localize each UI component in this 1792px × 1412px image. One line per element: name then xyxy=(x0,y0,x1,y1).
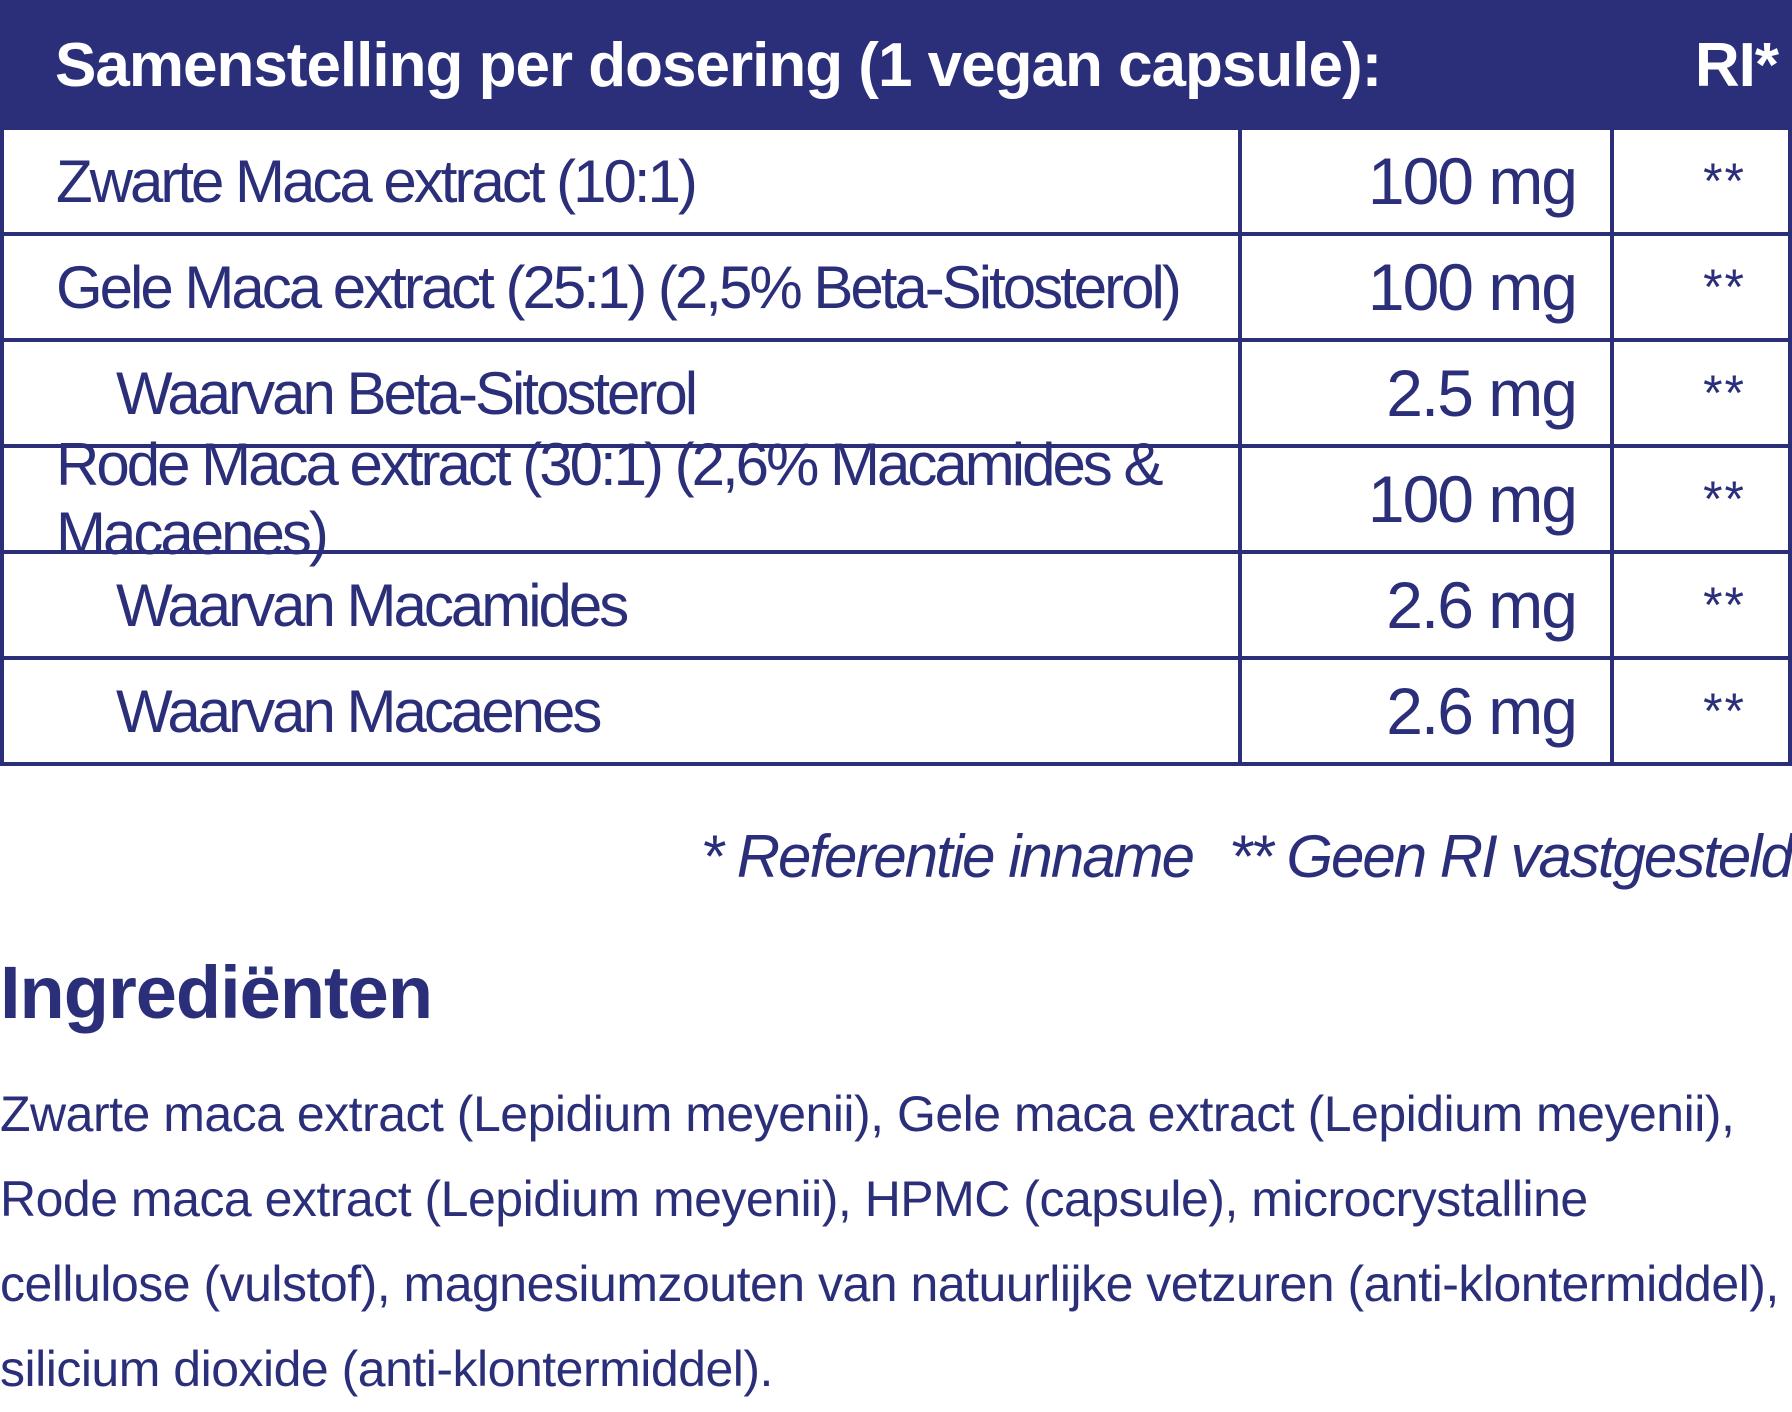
ingredient-ri: ** xyxy=(1703,259,1746,315)
ingredient-name: Gele Maca extract (25:1) (2,5% Beta-Sito… xyxy=(4,236,1242,338)
ingredient-ri: ** xyxy=(1703,471,1746,527)
ingredient-name: Rode Maca extract (30:1) (2,6% Macamides… xyxy=(4,431,1242,567)
ingredient-amount: 100 mg xyxy=(1242,448,1614,550)
table-row: Waarvan Beta-Sitosterol 2.5 mg ** xyxy=(4,342,1788,448)
ingredient-amount: 2.5 mg xyxy=(1242,342,1614,444)
ingredient-ri: ** xyxy=(1703,577,1746,633)
table-row: Gele Maca extract (25:1) (2,5% Beta-Sito… xyxy=(4,236,1788,342)
ingredient-ri: ** xyxy=(1703,683,1746,739)
ingredients-title: Ingrediënten xyxy=(0,951,433,1034)
ingredient-name: Zwarte Maca extract (10:1) xyxy=(4,130,1242,232)
ingredient-name: Waarvan Macaenes xyxy=(4,660,1242,762)
ingredient-name: Waarvan Beta-Sitosterol xyxy=(4,342,1242,444)
table-header-ri: RI* xyxy=(1694,30,1779,100)
ingredient-amount: 2.6 mg xyxy=(1242,660,1614,762)
table-row: Rode Maca extract (30:1) (2,6% Macamides… xyxy=(4,431,1788,567)
ingredient-amount: 100 mg xyxy=(1242,236,1614,338)
ingredient-ri: ** xyxy=(1703,153,1746,209)
ingredient-amount: 100 mg xyxy=(1242,130,1614,232)
ingredient-name: Waarvan Macamides xyxy=(4,554,1242,656)
footnote: * Referentie inname ** Geen RI vastgestel… xyxy=(701,822,1792,891)
ingredient-ri: ** xyxy=(1703,365,1746,421)
footnote-ri: * Referentie inname xyxy=(700,823,1195,890)
table-row: Zwarte Maca extract (10:1) 100 mg ** xyxy=(4,130,1788,236)
supplement-facts-table: Samenstelling per dosering (1 vegan caps… xyxy=(0,0,1792,766)
table-header-title: Samenstelling per dosering (1 vegan caps… xyxy=(55,30,1382,100)
table-header: Samenstelling per dosering (1 vegan caps… xyxy=(0,0,1792,130)
footnote-no-ri: ** Geen RI vastgesteld xyxy=(1228,823,1792,890)
table-row: Waarvan Macaenes 2.6 mg ** xyxy=(4,660,1788,766)
ingredients-text: Zwarte maca extract (Lepidium meyenii), … xyxy=(0,1086,1779,1397)
table-row: Waarvan Macamides 2.6 mg ** xyxy=(4,554,1788,660)
table-body: Zwarte Maca extract (10:1) 100 mg ** Gel… xyxy=(0,130,1792,766)
ingredient-amount: 2.6 mg xyxy=(1242,554,1614,656)
